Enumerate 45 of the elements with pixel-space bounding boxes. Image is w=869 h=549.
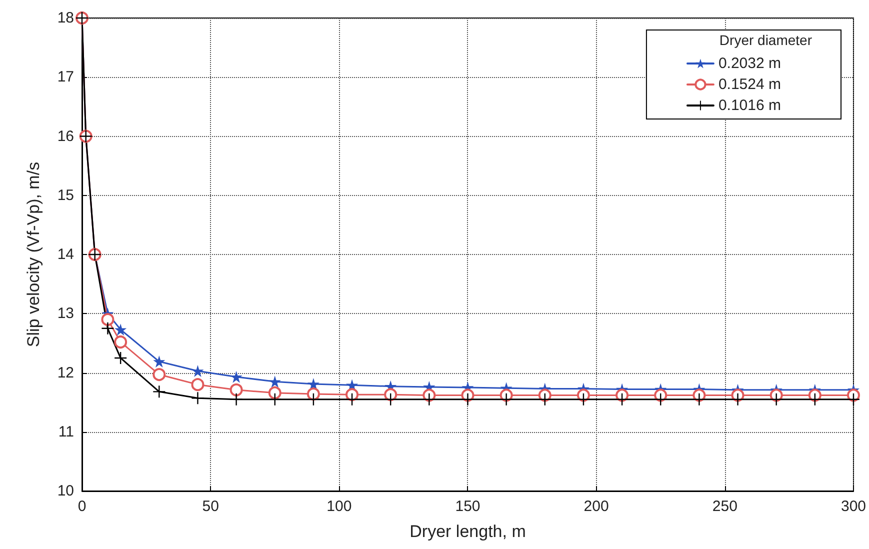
- point: [770, 393, 782, 406]
- y-tick-label: 18: [57, 10, 74, 26]
- point: [192, 364, 204, 377]
- y-tick-label: 16: [57, 128, 74, 145]
- legend-label: 0.2032 m: [718, 55, 782, 72]
- y-tick-label: 12: [57, 364, 74, 382]
- legend-title: Dryer diameter: [719, 32, 812, 48]
- point: [500, 393, 512, 406]
- x-tick-label: 200: [584, 498, 609, 515]
- point: [114, 324, 127, 336]
- x-tick-label: 300: [840, 498, 866, 515]
- x-axis-title: Dryer length, m: [410, 522, 526, 541]
- point: [307, 378, 320, 390]
- legend-label: 0.1524 m: [718, 76, 782, 93]
- point: [102, 322, 114, 334]
- x-tick-label: 50: [202, 498, 219, 515]
- y-tick-label: 17: [57, 68, 74, 86]
- point: [101, 313, 114, 326]
- point: [462, 393, 474, 406]
- y-tick-label: 11: [58, 423, 74, 440]
- y-tick-label: 15: [57, 186, 74, 204]
- point: [153, 356, 166, 368]
- point: [153, 386, 166, 398]
- point: [268, 376, 281, 388]
- point: [230, 383, 243, 396]
- point: [230, 393, 242, 406]
- point: [230, 370, 242, 383]
- point: [192, 392, 204, 404]
- y-tick-label: 14: [57, 246, 74, 263]
- point: [732, 393, 744, 406]
- point: [268, 386, 282, 400]
- x-tick-label: 150: [455, 498, 480, 515]
- x-tick-label: 100: [326, 498, 352, 515]
- point: [306, 388, 320, 401]
- point: [152, 368, 166, 382]
- x-tick-label: 250: [712, 498, 738, 515]
- point: [114, 336, 128, 348]
- point: [191, 378, 204, 392]
- y-tick-label: 13: [57, 305, 74, 322]
- x-tick-label: 0: [78, 498, 86, 515]
- point: [423, 393, 436, 406]
- legend-label: 0.1016 m: [718, 97, 782, 114]
- y-tick-label: 10: [57, 482, 74, 500]
- point: [693, 393, 706, 406]
- y-axis-title: Slip velocity (Vf-Vp), m/s: [24, 162, 43, 348]
